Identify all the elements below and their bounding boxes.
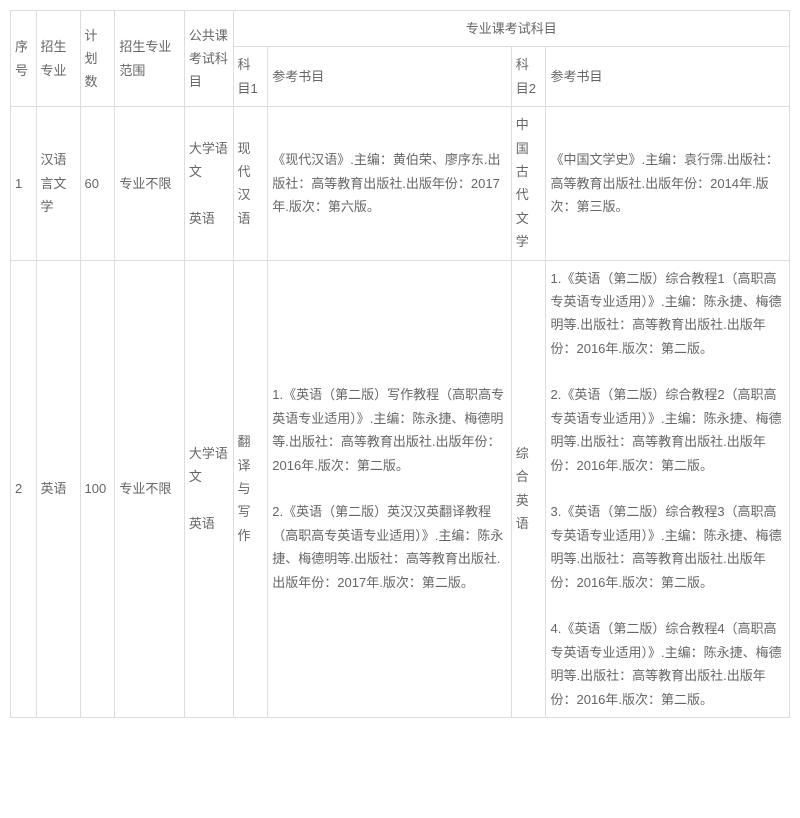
header-public: 公共课考试科目	[184, 11, 233, 107]
cell-major: 汉语言文学	[36, 107, 80, 260]
cell-plan: 60	[80, 107, 115, 260]
cell-seq: 1	[11, 107, 37, 260]
cell-major: 英语	[36, 260, 80, 717]
cell-ref2: 1.《英语（第二版）综合教程1（高职高专英语专业适用）》.主编：陈永捷、梅德明等…	[546, 260, 790, 717]
cell-sub2: 中国古代文学	[511, 107, 546, 260]
cell-ref1: 1.《英语（第二版）写作教程（高职高专英语专业适用）》.主编：陈永捷、梅德明等.…	[268, 260, 511, 717]
cell-ref1: 《现代汉语》.主编：黄伯荣、廖序东.出版社：高等教育出版社.出版年份：2017年…	[268, 107, 511, 260]
table-header: 序号 招生专业 计划数 招生专业范围 公共课考试科目 专业课考试科目 科目1 参…	[11, 11, 790, 107]
header-sub2: 科目2	[511, 47, 546, 107]
cell-seq: 2	[11, 260, 37, 717]
cell-scope: 专业不限	[115, 107, 185, 260]
header-ref2: 参考书目	[546, 47, 790, 107]
header-prof-group: 专业课考试科目	[233, 11, 789, 47]
header-sub1: 科目1	[233, 47, 268, 107]
cell-sub1: 翻译与写作	[233, 260, 268, 717]
admissions-table: 序号 招生专业 计划数 招生专业范围 公共课考试科目 专业课考试科目 科目1 参…	[10, 10, 790, 718]
header-plan: 计划数	[80, 11, 115, 107]
cell-plan: 100	[80, 260, 115, 717]
table-body: 1 汉语言文学 60 专业不限 大学语文英语 现代汉语 《现代汉语》.主编：黄伯…	[11, 107, 790, 718]
cell-ref2: 《中国文学史》.主编：袁行霈.出版社：高等教育出版社.出版年份：2014年.版次…	[546, 107, 790, 260]
table-row: 2 英语 100 专业不限 大学语文英语 翻译与写作 1.《英语（第二版）写作教…	[11, 260, 790, 717]
header-scope: 招生专业范围	[115, 11, 185, 107]
header-seq: 序号	[11, 11, 37, 107]
cell-sub2: 综合英语	[511, 260, 546, 717]
table-row: 1 汉语言文学 60 专业不限 大学语文英语 现代汉语 《现代汉语》.主编：黄伯…	[11, 107, 790, 260]
cell-sub1: 现代汉语	[233, 107, 268, 260]
cell-public: 大学语文英语	[184, 107, 233, 260]
header-ref1: 参考书目	[268, 47, 511, 107]
header-major: 招生专业	[36, 11, 80, 107]
cell-public: 大学语文英语	[184, 260, 233, 717]
cell-scope: 专业不限	[115, 260, 185, 717]
